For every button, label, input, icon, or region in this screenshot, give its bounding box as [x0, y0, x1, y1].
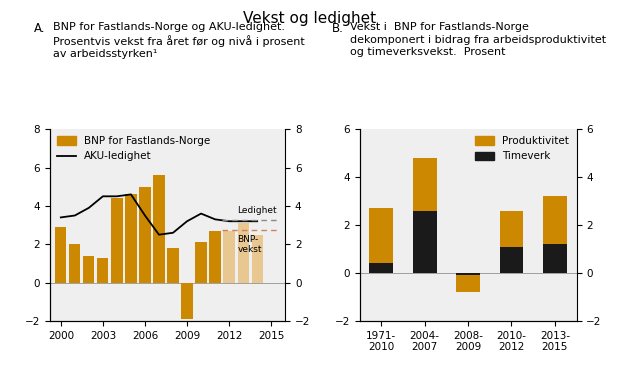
Bar	[97, 258, 108, 283]
Bar	[237, 223, 249, 283]
Bar	[83, 256, 94, 283]
Bar	[167, 248, 179, 283]
Text: Ledighet: Ledighet	[237, 206, 277, 214]
Bar	[370, 263, 393, 273]
Bar	[456, 275, 480, 292]
Bar	[210, 231, 221, 283]
Legend: BNP for Fastlands-Norge, AKU-ledighet: BNP for Fastlands-Norge, AKU-ledighet	[57, 136, 211, 162]
Bar	[543, 196, 567, 244]
Legend: Produktivitet, Timeverk: Produktivitet, Timeverk	[476, 136, 569, 162]
Bar	[182, 283, 193, 319]
Bar	[500, 247, 523, 273]
Text: BNP-
vekst: BNP- vekst	[237, 235, 262, 254]
Text: BNP for Fastlands-Norge og AKU-ledighet.
Prosentvis vekst fra året før og nivå i: BNP for Fastlands-Norge og AKU-ledighet.…	[53, 22, 304, 59]
Bar	[413, 211, 436, 273]
Bar	[543, 244, 567, 273]
Bar	[223, 231, 235, 283]
Bar	[140, 187, 151, 283]
Bar	[456, 273, 480, 292]
Bar	[153, 175, 164, 283]
Text: A.: A.	[34, 22, 46, 35]
Bar	[55, 227, 66, 283]
Text: Vekst i  BNP for Fastlands-Norge
dekomponert i bidrag fra arbeidsproduktivitet
o: Vekst i BNP for Fastlands-Norge dekompon…	[350, 22, 606, 57]
Bar	[112, 198, 123, 283]
Bar	[370, 208, 393, 263]
Bar	[252, 235, 263, 283]
Text: Vekst og ledighet: Vekst og ledighet	[244, 11, 376, 26]
Text: B.: B.	[332, 22, 343, 35]
Bar	[195, 242, 206, 283]
Bar	[69, 244, 81, 283]
Bar	[413, 158, 436, 211]
Bar	[500, 211, 523, 247]
Bar	[125, 194, 136, 283]
